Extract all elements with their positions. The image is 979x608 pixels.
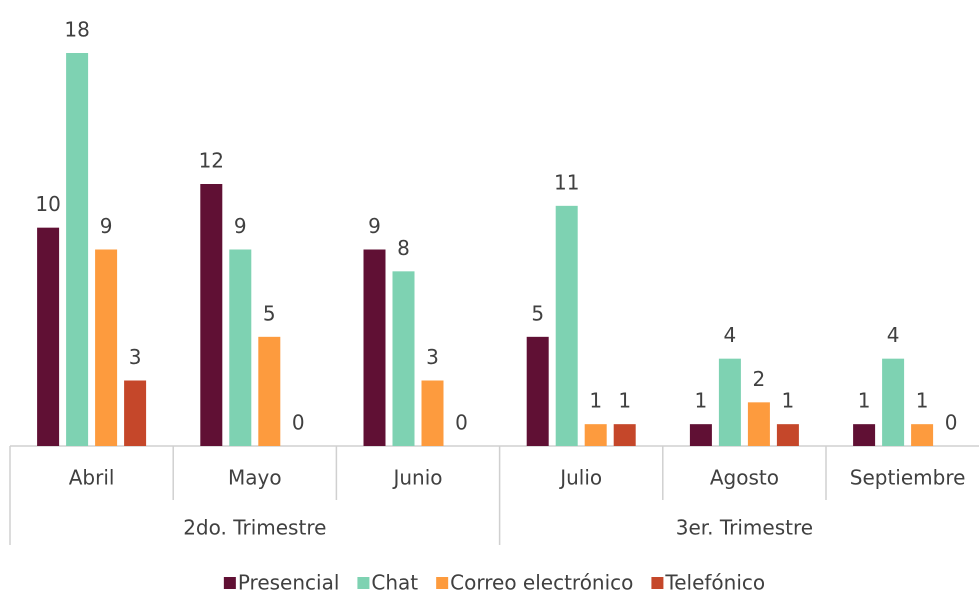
bar bbox=[124, 380, 147, 446]
bar bbox=[95, 249, 118, 446]
bar bbox=[258, 336, 281, 446]
data-label: 4 bbox=[887, 323, 900, 347]
bar bbox=[392, 271, 415, 446]
bar bbox=[526, 336, 549, 446]
bar bbox=[229, 249, 252, 446]
bar bbox=[555, 205, 578, 446]
group-label: 2do. Trimestre bbox=[183, 516, 326, 540]
x-tick-label: Septiembre bbox=[850, 466, 966, 490]
data-label: 12 bbox=[199, 149, 224, 173]
legend-swatch bbox=[436, 577, 449, 589]
data-label: 1 bbox=[618, 389, 631, 413]
legend-label: Presencial bbox=[238, 571, 340, 595]
data-label: 9 bbox=[234, 214, 247, 238]
x-tick-label: Abril bbox=[69, 466, 115, 490]
group-label: 3er. Trimestre bbox=[676, 516, 813, 540]
legend-label: Chat bbox=[371, 571, 418, 595]
bar bbox=[37, 227, 60, 446]
legend-label: Telefónico bbox=[664, 571, 765, 595]
data-label: 1 bbox=[858, 389, 871, 413]
bar bbox=[66, 53, 89, 446]
bar bbox=[363, 249, 386, 446]
x-tick-label: Junio bbox=[391, 466, 442, 490]
legend-swatch bbox=[357, 577, 370, 589]
data-label: 3 bbox=[129, 345, 142, 369]
x-tick-label: Julio bbox=[558, 466, 602, 490]
bar bbox=[718, 358, 741, 446]
bar bbox=[882, 358, 905, 446]
bar bbox=[421, 380, 444, 446]
bar bbox=[853, 424, 876, 446]
bar bbox=[200, 184, 223, 446]
data-label: 9 bbox=[100, 214, 113, 238]
data-label: 3 bbox=[426, 345, 439, 369]
data-label: 8 bbox=[397, 236, 410, 260]
x-tick-label: Mayo bbox=[228, 466, 282, 490]
data-label: 5 bbox=[263, 301, 276, 325]
x-tick-label: Agosto bbox=[710, 466, 779, 490]
data-label: 5 bbox=[531, 301, 544, 325]
bar bbox=[747, 402, 770, 446]
data-label: 11 bbox=[554, 170, 579, 194]
data-label: 1 bbox=[782, 389, 795, 413]
data-label: 9 bbox=[368, 214, 381, 238]
data-label: 1 bbox=[916, 389, 929, 413]
data-label: 1 bbox=[589, 389, 602, 413]
bar bbox=[613, 424, 636, 446]
bar bbox=[584, 424, 607, 446]
data-label: 2 bbox=[753, 367, 766, 391]
data-label: 4 bbox=[724, 323, 737, 347]
data-label: 0 bbox=[945, 411, 958, 435]
legend-swatch bbox=[223, 577, 236, 589]
data-label: 0 bbox=[455, 411, 468, 435]
legend-label: Correo electrónico bbox=[450, 571, 633, 595]
bar bbox=[689, 424, 712, 446]
bar bbox=[911, 424, 934, 446]
legend-swatch bbox=[651, 577, 664, 589]
bar bbox=[776, 424, 799, 446]
data-label: 0 bbox=[292, 411, 305, 435]
data-label: 1 bbox=[695, 389, 708, 413]
data-label: 18 bbox=[64, 18, 89, 42]
data-label: 10 bbox=[35, 192, 60, 216]
